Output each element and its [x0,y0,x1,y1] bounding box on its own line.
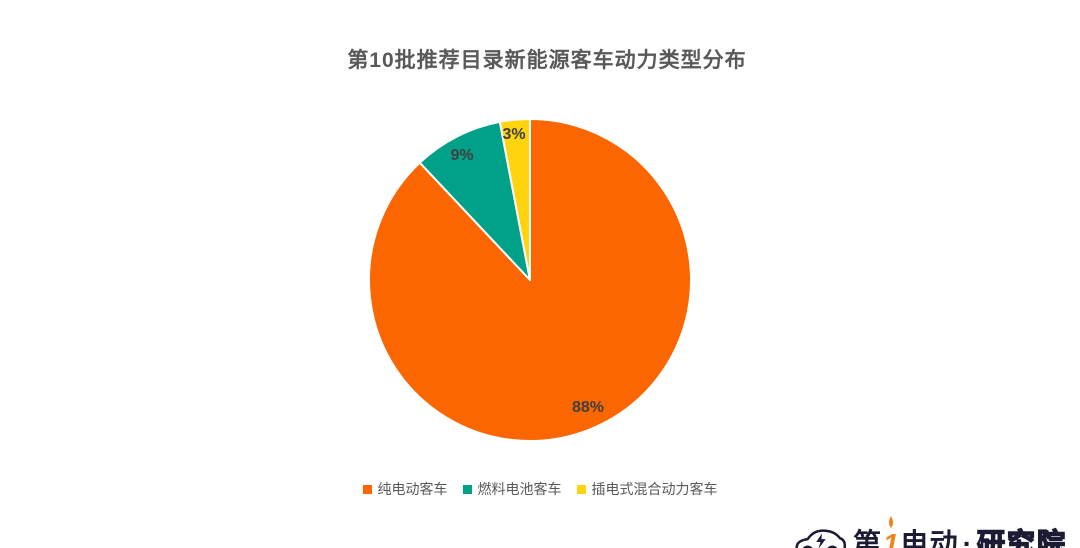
legend-item-fuel-cell: 燃料电池客车 [462,481,562,497]
pie-label-plugin-hybrid: 3% [502,126,526,143]
pie-slice-1 [418,120,531,281]
legend-item-plugin-hybrid: 插电式混合动力客车 [576,481,718,497]
legend-item-pure-electric: 纯电动客车 [362,481,448,497]
brand-number-one: 1 [882,516,901,548]
brand-institute: 研究院 [976,527,1067,548]
pie-chart: 88% 9% 3% [367,117,693,443]
pie-chart-graphic [368,118,692,442]
brand-name: 第 1电动 · 研究院 [853,516,1067,548]
brand-separator: · [962,528,973,548]
legend-label-plugin-hybrid: 插电式混合动力客车 [591,481,718,497]
brand-suffix: 电动 [900,528,959,548]
legend-swatch-plugin-hybrid [576,484,586,494]
legend-label-pure-electric: 纯电动客车 [377,481,448,497]
brand-prefix: 第 [853,528,883,548]
chart-title: 第10批推荐目录新能源客车动力类型分布 [347,49,747,72]
legend-label-fuel-cell: 燃料电池客车 [477,481,562,497]
legend: 纯电动客车 燃料电池客车 插电式混合动力客车 [0,482,1080,496]
pie-label-fuel-cell: 9% [450,147,474,164]
pie-label-pure-electric: 88% [571,399,605,416]
legend-swatch-pure-electric [362,484,372,494]
car-logo-icon [795,529,847,548]
legend-swatch-fuel-cell [462,484,472,494]
flame-icon [889,516,894,528]
brand-watermark: 第 1电动 · 研究院 [791,516,1067,548]
pie-slice-2 [498,118,531,281]
